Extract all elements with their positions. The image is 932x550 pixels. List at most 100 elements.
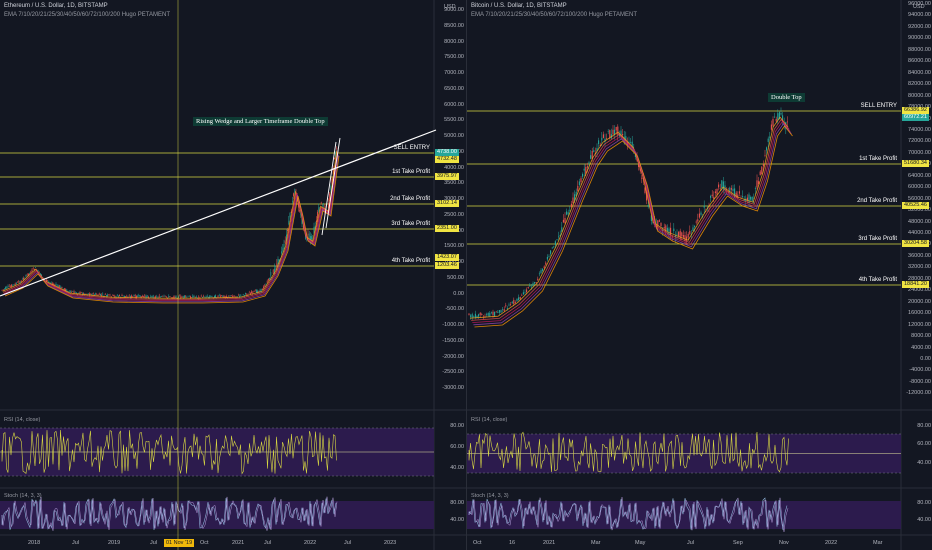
candle-body	[230, 295, 232, 296]
candle-body	[593, 150, 595, 153]
price-tick-label: 32000.00	[908, 264, 931, 271]
eth-wedge-annotation: Rising Wedge and Larger Timeframe Double…	[193, 117, 328, 126]
eth-stoch-label[interactable]: Stoch (14, 3, 3)	[4, 493, 42, 499]
candle-body	[775, 118, 777, 122]
price-tick-label: -12000.00	[906, 390, 931, 397]
candle-body	[92, 292, 94, 294]
eth-chart-panel[interactable]: Ethereum / U.S. Dollar, 1D, BITSTAMP EMA…	[0, 0, 466, 550]
candle-body	[29, 272, 30, 274]
btc-chart-panel[interactable]: Bitcoin / U.S. Dollar, 1D, BITSTAMP EMA …	[466, 0, 932, 550]
candle-body	[142, 295, 143, 297]
candle-body	[187, 295, 189, 297]
btc-indicator-legend[interactable]: EMA 7/10/20/21/25/30/40/50/60/72/100/200…	[471, 12, 637, 18]
candle-body	[295, 190, 297, 192]
candle-body	[251, 291, 252, 294]
candle-body	[89, 293, 90, 296]
eth-indicator-legend[interactable]: EMA 7/10/20/21/25/30/40/50/60/72/100/200…	[4, 12, 170, 18]
candle-body	[56, 285, 58, 287]
eth-rsi-label[interactable]: RSI (14, close)	[4, 417, 41, 423]
candle-body	[73, 291, 75, 294]
candle-body	[751, 196, 753, 202]
price-tick-label: 64000.00	[908, 172, 931, 179]
price-tick-label: -2500.00	[442, 369, 464, 376]
candle-body	[256, 290, 257, 293]
candle-body	[543, 266, 545, 269]
candle-body	[108, 294, 110, 296]
candle-body	[758, 181, 760, 185]
candle-body	[567, 212, 569, 215]
candle-body	[500, 310, 502, 313]
candle-body	[122, 295, 124, 297]
candle-body	[139, 295, 141, 298]
candle-body	[83, 292, 84, 294]
price-tick-label: 0.00	[453, 290, 464, 297]
candle-body	[558, 236, 560, 238]
time-axis-label: 2021	[232, 540, 245, 546]
btc-rsi-label[interactable]: RSI (14, close)	[471, 417, 508, 423]
candle-body	[470, 315, 472, 317]
time-axis-label: 2021	[543, 540, 556, 546]
candle-body	[561, 227, 563, 232]
price-tick-label: 6500.00	[444, 85, 464, 92]
candle-body	[286, 234, 287, 241]
candle-body	[698, 213, 700, 218]
candle-body	[151, 296, 153, 297]
candle-body	[35, 267, 36, 268]
candle-body	[233, 295, 234, 297]
candle-body	[264, 285, 266, 287]
candle-body	[250, 293, 251, 295]
candle-body	[716, 188, 718, 195]
candle-body	[252, 291, 254, 294]
candle-body	[109, 294, 111, 296]
candle-body	[570, 203, 572, 208]
candle-body	[335, 153, 336, 158]
candle-body	[242, 294, 244, 296]
rsi-tick-label: 40.00	[450, 465, 464, 471]
candle-body	[502, 309, 504, 310]
stoch-band	[0, 501, 434, 529]
ema-line	[4, 155, 340, 304]
price-tick-label: 4000.00	[911, 344, 931, 351]
candle-body	[478, 314, 480, 317]
btc-stoch-label[interactable]: Stoch (14, 3, 3)	[471, 493, 509, 499]
candle-body	[647, 205, 649, 207]
candle-body	[289, 213, 291, 218]
candle-body	[47, 280, 48, 281]
candle-body	[591, 150, 593, 159]
rsi-tick-label: 40.00	[917, 460, 931, 466]
candle-body	[161, 296, 162, 297]
candle-body	[156, 296, 158, 298]
eth-chart-canvas[interactable]	[0, 0, 466, 550]
candle-body	[505, 305, 507, 307]
candle-body	[489, 312, 491, 317]
candle-body	[166, 296, 167, 298]
candle-body	[281, 251, 282, 254]
candle-body	[767, 138, 769, 143]
candle-body	[569, 210, 571, 212]
time-axis-label: Jul	[264, 540, 272, 546]
ema-line	[472, 120, 791, 323]
candle-body	[764, 155, 766, 156]
candle-body	[104, 294, 106, 295]
level-price-tag: 3102.14	[435, 200, 459, 207]
candle-body	[106, 295, 107, 297]
candle-body	[186, 297, 188, 298]
candle-body	[224, 296, 226, 298]
candle-body	[682, 235, 684, 238]
candle-body	[703, 205, 705, 208]
candle-body	[232, 296, 233, 298]
btc-chart-canvas[interactable]	[467, 0, 932, 550]
candle-body	[575, 191, 577, 196]
candle-body	[145, 296, 147, 299]
time-axis-label: Nov	[779, 540, 789, 546]
candle-body	[479, 312, 481, 315]
candle-body	[170, 297, 172, 299]
time-axis-label: May	[635, 540, 646, 546]
candle-body	[646, 192, 648, 201]
candle-body	[331, 178, 333, 184]
candle-body	[742, 196, 744, 198]
price-tick-label: 0.00	[920, 355, 931, 362]
candle-body	[110, 296, 112, 298]
stoch-tick-label: 80.00	[917, 500, 931, 506]
candle-body	[215, 295, 216, 298]
